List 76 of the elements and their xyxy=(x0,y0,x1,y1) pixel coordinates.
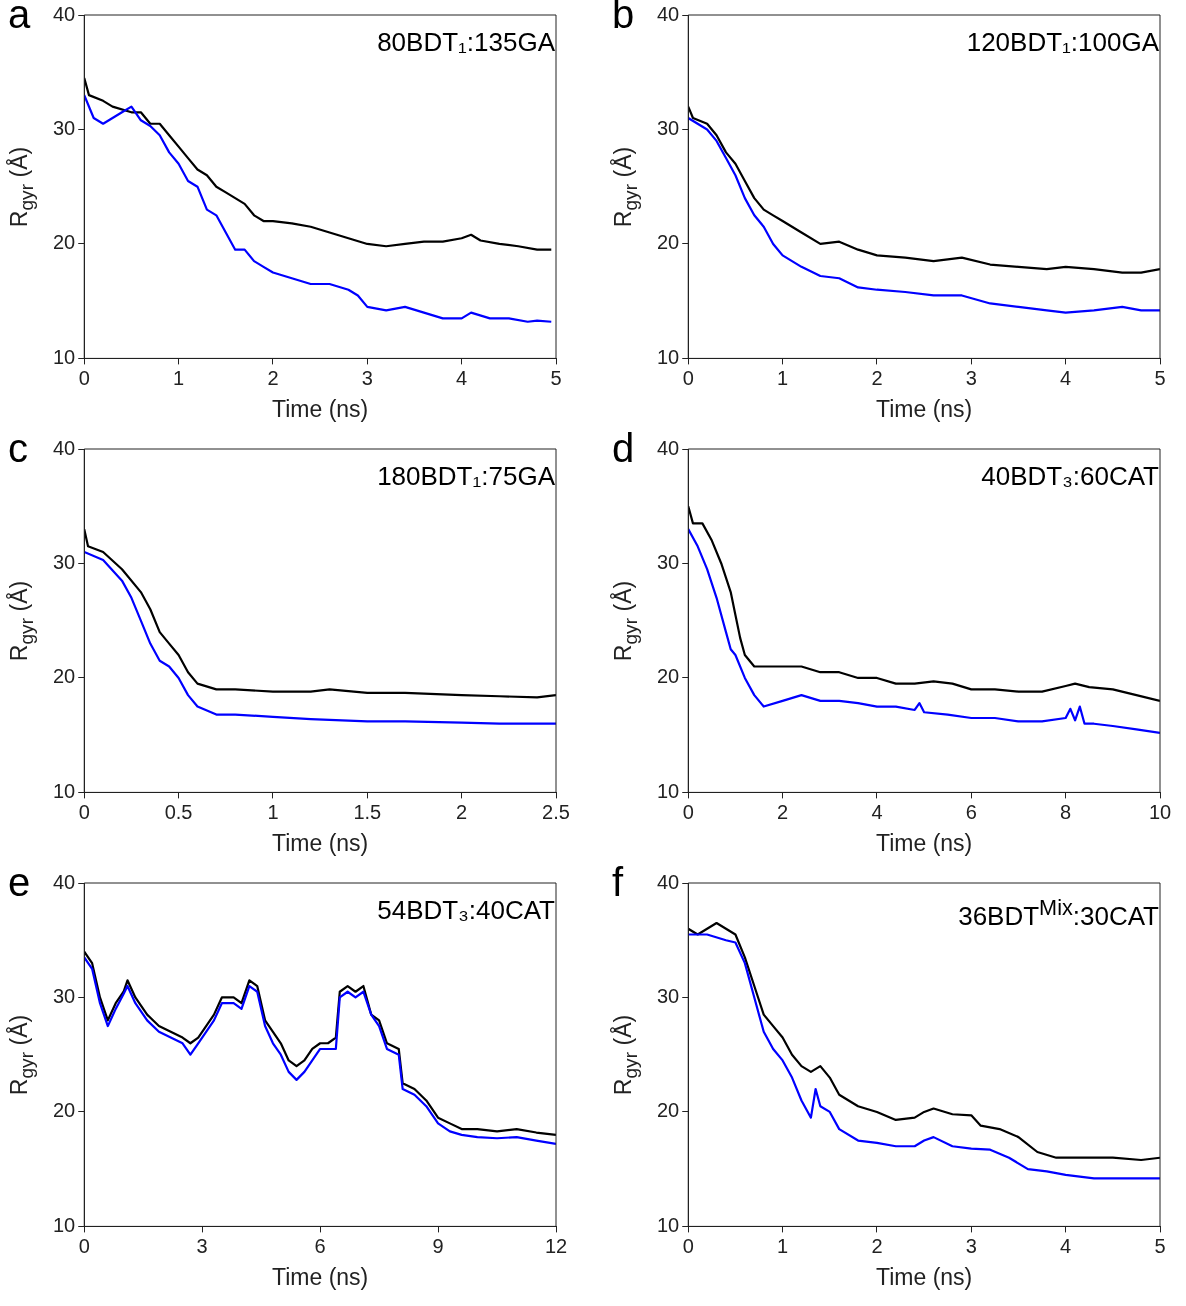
x-axis-title: Time (ns) xyxy=(271,1263,369,1290)
x-tick-label: 2 xyxy=(871,366,883,389)
y-tick-label: 10 xyxy=(657,1213,680,1236)
x-tick-label: 8 xyxy=(1060,800,1072,823)
x-axis-title: Time (ns) xyxy=(875,1263,973,1290)
x-tick-label: 0 xyxy=(682,1234,694,1257)
x-tick-label: 9 xyxy=(432,1234,444,1257)
y-tick-label: 30 xyxy=(53,116,76,139)
x-tick-label: 3 xyxy=(965,1234,977,1257)
x-tick-label: 2 xyxy=(871,1234,883,1257)
x-tick-label: 0 xyxy=(78,366,90,389)
x-tick-label: 1 xyxy=(777,366,789,389)
x-tick-label: 2 xyxy=(777,800,789,823)
x-tick-label: 0.5 xyxy=(164,800,193,823)
x-tick-label: 2 xyxy=(456,800,468,823)
x-tick-label: 6 xyxy=(965,800,977,823)
x-tick-label: 4 xyxy=(871,800,883,823)
y-tick-label: 40 xyxy=(53,2,76,25)
x-tick-label: 0 xyxy=(682,800,694,823)
y-tick-label: 30 xyxy=(53,550,76,573)
y-tick-label: 30 xyxy=(657,116,680,139)
x-axis-title: Time (ns) xyxy=(875,395,973,422)
x-tick-label: 10 xyxy=(1148,800,1172,823)
y-tick-label: 30 xyxy=(657,984,680,1007)
x-tick-label: 0 xyxy=(682,366,694,389)
x-tick-label: 3 xyxy=(196,1234,208,1257)
annotation: 120BDT₁:100GA xyxy=(966,27,1159,57)
y-tick-label: 10 xyxy=(53,345,76,368)
y-tick-label: 20 xyxy=(53,665,76,688)
chart-title: d xyxy=(612,426,635,470)
x-axis-title: Time (ns) xyxy=(875,829,973,856)
y-tick-label: 20 xyxy=(657,231,680,254)
y-tick-label: 10 xyxy=(53,1213,76,1236)
y-tick-label: 40 xyxy=(53,436,76,459)
annotation: 54BDT₃:40CAT xyxy=(377,895,555,925)
x-tick-label: 12 xyxy=(544,1234,568,1257)
x-tick-label: 5 xyxy=(550,366,562,389)
y-tick-label: 20 xyxy=(657,665,680,688)
y-tick-label: 40 xyxy=(657,870,680,893)
x-tick-label: 5 xyxy=(1154,366,1166,389)
x-tick-label: 4 xyxy=(456,366,468,389)
annotation: 40BDT₃:60CAT xyxy=(981,461,1159,491)
x-axis-title: Time (ns) xyxy=(271,395,369,422)
y-tick-label: 20 xyxy=(53,231,76,254)
y-tick-label: 30 xyxy=(657,550,680,573)
y-tick-label: 20 xyxy=(657,1099,680,1122)
chart-title: c xyxy=(8,426,28,470)
chart-title: f xyxy=(612,860,624,904)
y-tick-label: 30 xyxy=(53,984,76,1007)
x-tick-label: 1 xyxy=(777,1234,789,1257)
x-tick-label: 1 xyxy=(173,366,185,389)
y-tick-label: 20 xyxy=(53,1099,76,1122)
chart-title: e xyxy=(8,860,31,904)
annotation: 180BDT₁:75GA xyxy=(377,461,555,491)
x-tick-label: 6 xyxy=(314,1234,326,1257)
x-tick-label: 2.5 xyxy=(542,800,570,823)
annotation: 36BDT$^{Mix}$:30CAT xyxy=(958,895,1159,931)
y-tick-label: 10 xyxy=(53,779,76,802)
x-axis-title: Time (ns) xyxy=(271,829,369,856)
y-tick-label: 40 xyxy=(657,436,680,459)
y-tick-label: 10 xyxy=(657,345,680,368)
x-tick-label: 0 xyxy=(78,800,90,823)
y-tick-label: 40 xyxy=(53,870,76,893)
x-tick-label: 1.5 xyxy=(353,800,382,823)
x-tick-label: 4 xyxy=(1060,366,1072,389)
x-tick-label: 2 xyxy=(267,366,279,389)
x-tick-label: 4 xyxy=(1060,1234,1072,1257)
x-tick-label: 1 xyxy=(267,800,279,823)
x-tick-label: 3 xyxy=(361,366,373,389)
chart-title: a xyxy=(8,0,31,36)
annotation: 80BDT₁:135GA xyxy=(377,27,555,57)
y-tick-label: 10 xyxy=(657,779,680,802)
x-tick-label: 5 xyxy=(1154,1234,1166,1257)
x-tick-label: 0 xyxy=(78,1234,90,1257)
y-tick-label: 40 xyxy=(657,2,680,25)
x-tick-label: 3 xyxy=(965,366,977,389)
